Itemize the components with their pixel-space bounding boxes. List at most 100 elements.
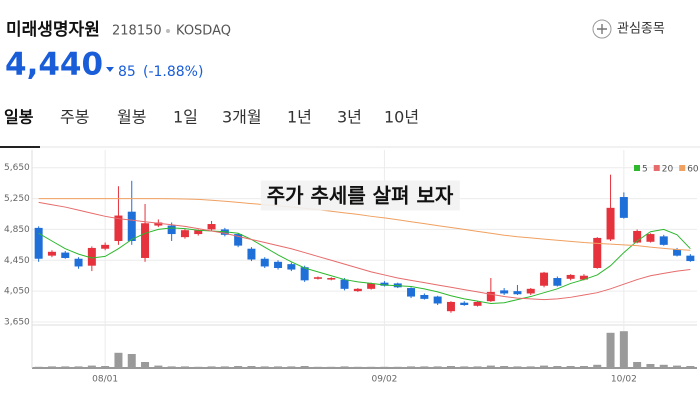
annotation: 주가 추세를 살펴 보자 (267, 184, 454, 208)
volume-bar (420, 366, 429, 368)
volume-bar (274, 366, 283, 368)
candle-body (446, 301, 455, 312)
volume-bar (340, 366, 349, 368)
candle-body (234, 234, 243, 246)
candle-body (420, 295, 429, 299)
volume-bar (101, 366, 110, 368)
volume-bar (566, 366, 575, 368)
volume-bar (141, 362, 150, 368)
volume-bar (353, 366, 362, 368)
candle-body (633, 230, 642, 243)
candle-body (606, 207, 615, 240)
legend-label: 60 (687, 165, 699, 175)
volume-bar (47, 366, 56, 368)
tabs: 일봉 주봉 월봉 1일 3개월 1년 3년 10년 (4, 108, 419, 127)
candle-body (87, 247, 96, 266)
candle-body (367, 283, 376, 289)
candle-body (540, 272, 549, 286)
annotation-bg (260, 180, 460, 211)
watch-button[interactable]: 관심종목 (592, 19, 665, 39)
volume-bar (207, 366, 216, 368)
volume-bar (500, 366, 509, 368)
plus (597, 24, 607, 34)
chart: 5,650 5,250 4,850 4,450 4,050 3,650 08/01 09/02… (4, 150, 699, 385)
tab[interactable]: 3년 (337, 108, 362, 127)
y-tick-label: 3,650 (4, 318, 30, 328)
stock-code: 218150 (112, 24, 162, 39)
tab[interactable]: 월봉 (117, 108, 146, 127)
volume-bar (180, 366, 189, 368)
volume-bar (540, 365, 549, 368)
volume-bar (287, 366, 296, 368)
candle-body (300, 267, 309, 281)
volume-bar (433, 366, 442, 368)
volume-bar (167, 366, 176, 368)
legend-label: 5 (642, 165, 648, 175)
tab[interactable]: 주봉 (60, 108, 89, 127)
candle-body (340, 279, 349, 289)
volume-bar (61, 366, 70, 368)
candle-body (127, 211, 136, 241)
volume-bar (260, 366, 269, 368)
x-tick-label: 09/02 (371, 375, 397, 385)
change-pct: (-1.88%) (143, 64, 203, 80)
tab[interactable]: 3개월 (222, 108, 262, 127)
candle-body (101, 244, 110, 249)
volume-bar (367, 366, 376, 368)
volume-bar (593, 364, 602, 368)
candle-body (141, 223, 150, 258)
volume-bar (460, 366, 469, 368)
candle-body (486, 291, 495, 302)
tab[interactable]: 10년 (384, 108, 419, 127)
volume-bar (380, 366, 389, 368)
volume-bar (486, 365, 495, 368)
volume-bar (87, 365, 96, 368)
candle-body (74, 258, 83, 267)
volume-bar (194, 366, 203, 368)
volume-bar (473, 366, 482, 368)
volume-bar (646, 364, 655, 368)
volume-bar (220, 366, 229, 368)
volume-bar (513, 366, 522, 368)
moving-average (38, 198, 691, 251)
volume-bar (234, 366, 243, 368)
moving-average (38, 201, 691, 301)
candle-body (154, 222, 163, 226)
candle-body (313, 277, 322, 279)
candle-body (686, 255, 695, 262)
volume-bar (127, 354, 136, 368)
moving-average (38, 227, 691, 304)
candle-body (380, 282, 389, 286)
volume-bar (313, 366, 322, 368)
volume-bar (154, 365, 163, 368)
candle-body (274, 261, 283, 268)
volume-bar (34, 366, 43, 368)
candle-body (327, 278, 336, 280)
volume-bar (74, 366, 83, 368)
tab[interactable]: 일봉 (4, 108, 34, 127)
volume-bar (393, 366, 402, 368)
down-arrow (106, 67, 114, 72)
tab[interactable]: 1년 (287, 108, 312, 127)
tab[interactable]: 1일 (173, 108, 198, 127)
volume-bar (673, 365, 682, 368)
candle-body (513, 291, 522, 295)
volume-bar (553, 366, 562, 368)
candle-body (114, 215, 123, 241)
candle-body (460, 302, 469, 306)
volume-bar (327, 366, 336, 368)
price: 4,440 (5, 47, 103, 83)
candle-body (526, 288, 535, 294)
candle-body (500, 290, 509, 294)
candle-body (473, 301, 482, 306)
volume-bar (633, 362, 642, 368)
candle-body (34, 227, 43, 259)
x-tick-label: 10/02 (611, 375, 637, 385)
candle-body (407, 288, 416, 297)
candle-body (673, 249, 682, 256)
legend-swatch (679, 165, 686, 171)
candle-body (646, 234, 655, 242)
candle-body (579, 275, 588, 280)
